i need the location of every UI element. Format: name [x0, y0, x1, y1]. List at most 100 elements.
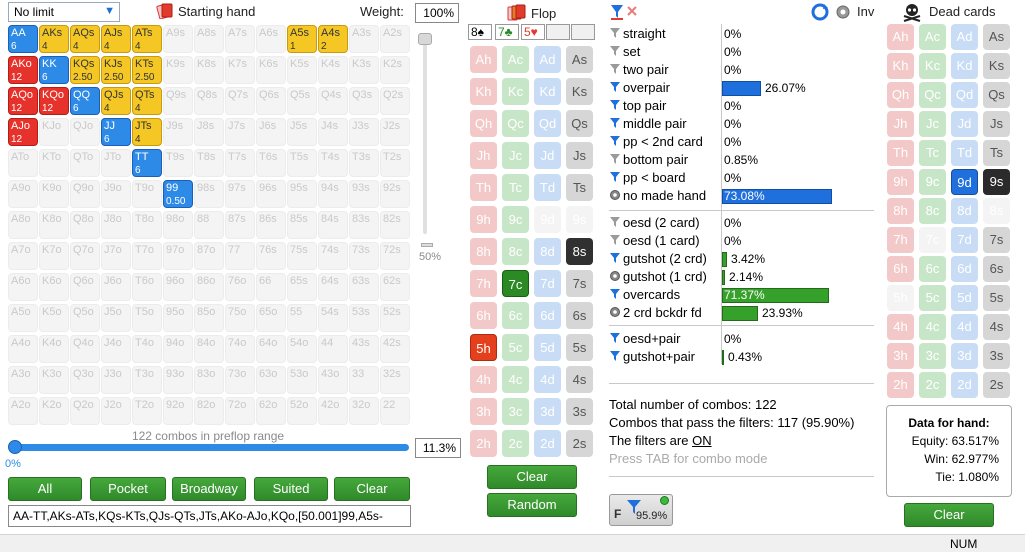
- flop-card-Kh[interactable]: Kh: [470, 78, 497, 105]
- weight-input[interactable]: 100%: [415, 3, 459, 23]
- flop-card-Kc[interactable]: Kc: [502, 78, 529, 105]
- range-text-input[interactable]: AA-TT,AKs-ATs,KQs-KTs,QJs-QTs,JTs,AKo-AJ…: [8, 505, 411, 527]
- filter-row-pp-board[interactable]: pp < board: [609, 170, 686, 188]
- flop-card-9s[interactable]: 9s: [566, 206, 593, 233]
- range-cell-j9s[interactable]: J9s: [163, 118, 193, 146]
- flop-card-6h[interactable]: 6h: [470, 302, 497, 329]
- range-cell-86o[interactable]: 86o: [194, 273, 224, 301]
- dead-card-5h[interactable]: 5h: [887, 285, 914, 311]
- filter-row-oesd-2-card-[interactable]: oesd (2 card): [609, 215, 700, 233]
- clear-range-button[interactable]: Clear: [334, 477, 410, 501]
- dead-card-9c[interactable]: 9c: [919, 169, 946, 195]
- range-cell-k8o[interactable]: K8o: [39, 211, 69, 239]
- filter-icon[interactable]: [609, 252, 621, 264]
- range-cell-aa[interactable]: AA 6: [8, 25, 38, 53]
- range-cell-66[interactable]: 66: [256, 273, 286, 301]
- filter-icon[interactable]: [609, 99, 621, 111]
- range-cell-j6o[interactable]: J6o: [101, 273, 131, 301]
- range-cell-52o[interactable]: 52o: [287, 397, 317, 425]
- range-cell-87s[interactable]: 87s: [225, 211, 255, 239]
- flop-card-Jh[interactable]: Jh: [470, 142, 497, 169]
- range-cell-k3s[interactable]: K3s: [349, 56, 379, 84]
- dead-cards-clear-button[interactable]: Clear: [904, 503, 994, 527]
- range-cell-63o[interactable]: 63o: [256, 366, 286, 394]
- range-cell-j2s[interactable]: J2s: [380, 118, 410, 146]
- range-cell-72s[interactable]: 72s: [380, 242, 410, 270]
- filter-icon[interactable]: [609, 216, 621, 228]
- range-cell-k6s[interactable]: K6s: [256, 56, 286, 84]
- range-cell-t6o[interactable]: T6o: [132, 273, 162, 301]
- flop-card-4d[interactable]: 4d: [534, 366, 561, 393]
- filter-summary-button[interactable]: F 95.9%: [609, 494, 673, 526]
- range-cell-j6s[interactable]: J6s: [256, 118, 286, 146]
- range-cell-65s[interactable]: 65s: [287, 273, 317, 301]
- range-cell-42o[interactable]: 42o: [318, 397, 348, 425]
- filter-icon[interactable]: [609, 171, 621, 183]
- filter-icon[interactable]: [610, 4, 624, 20]
- range-cell-64s[interactable]: 64s: [318, 273, 348, 301]
- range-cell-ats[interactable]: ATs 4: [132, 25, 162, 53]
- range-cell-a4s[interactable]: A4s 2: [318, 25, 348, 53]
- flop-card-Ac[interactable]: Ac: [502, 46, 529, 73]
- dead-card-5c[interactable]: 5c: [919, 285, 946, 311]
- dead-card-2h[interactable]: 2h: [887, 372, 914, 398]
- flop-card-Ad[interactable]: Ad: [534, 46, 561, 73]
- turn-card-slot[interactable]: [546, 24, 570, 40]
- range-cell-jto[interactable]: JTo: [101, 149, 131, 177]
- range-cell-82o[interactable]: 82o: [194, 397, 224, 425]
- filter-row-gutshot-pair[interactable]: gutshot+pair: [609, 349, 695, 367]
- range-cell-t4s[interactable]: T4s: [318, 149, 348, 177]
- range-cell-82s[interactable]: 82s: [380, 211, 410, 239]
- range-cell-a5o[interactable]: A5o: [8, 304, 38, 332]
- range-cell-qq[interactable]: QQ 6: [70, 87, 100, 115]
- range-cell-t8o[interactable]: T8o: [132, 211, 162, 239]
- filters-state-toggle[interactable]: ON: [692, 433, 712, 448]
- flop-card-Th[interactable]: Th: [470, 174, 497, 201]
- dead-card-As[interactable]: As: [983, 24, 1010, 50]
- dead-card-Ts[interactable]: Ts: [983, 140, 1010, 166]
- dead-card-Ac[interactable]: Ac: [919, 24, 946, 50]
- range-slider-handle[interactable]: [8, 440, 22, 454]
- flop-card-Qc[interactable]: Qc: [502, 110, 529, 137]
- flop-card-Jd[interactable]: Jd: [534, 142, 561, 169]
- range-cell-52s[interactable]: 52s: [380, 304, 410, 332]
- flop-card-7s[interactable]: 7s: [566, 270, 593, 297]
- dead-card-9h[interactable]: 9h: [887, 169, 914, 195]
- range-cell-q6o[interactable]: Q6o: [70, 273, 100, 301]
- range-cell-q8s[interactable]: Q8s: [194, 87, 224, 115]
- range-cell-33[interactable]: 33: [349, 366, 379, 394]
- range-cell-ako[interactable]: AKo 12: [8, 56, 38, 84]
- dead-card-2c[interactable]: 2c: [919, 372, 946, 398]
- range-cell-a6s[interactable]: A6s: [256, 25, 286, 53]
- dead-card-3s[interactable]: 3s: [983, 343, 1010, 369]
- flop-card-4h[interactable]: 4h: [470, 366, 497, 393]
- range-cell-q5s[interactable]: Q5s: [287, 87, 317, 115]
- dead-card-9s[interactable]: 9s: [983, 169, 1010, 195]
- range-cell-92s[interactable]: 92s: [380, 180, 410, 208]
- dead-card-Td[interactable]: Td: [951, 140, 978, 166]
- flop-card-4s[interactable]: 4s: [566, 366, 593, 393]
- range-cell-97s[interactable]: 97s: [225, 180, 255, 208]
- weight-slider-handle[interactable]: [418, 33, 432, 45]
- range-slider-track[interactable]: [13, 444, 409, 451]
- suited-button[interactable]: Suited: [254, 477, 328, 501]
- flop-card-5d[interactable]: 5d: [534, 334, 561, 361]
- dead-card-7h[interactable]: 7h: [887, 227, 914, 253]
- range-cell-t9s[interactable]: T9s: [163, 149, 193, 177]
- range-cell-q7o[interactable]: Q7o: [70, 242, 100, 270]
- range-cell-kjo[interactable]: KJo: [39, 118, 69, 146]
- range-cell-kk[interactable]: KK 6: [39, 56, 69, 84]
- range-cell-63s[interactable]: 63s: [349, 273, 379, 301]
- range-cell-j3s[interactable]: J3s: [349, 118, 379, 146]
- range-cell-j5o[interactable]: J5o: [101, 304, 131, 332]
- filter-row-set[interactable]: set: [609, 44, 640, 62]
- range-cell-95o[interactable]: 95o: [163, 304, 193, 332]
- range-cell-q9s[interactable]: Q9s: [163, 87, 193, 115]
- range-cell-t2s[interactable]: T2s: [380, 149, 410, 177]
- dead-card-Qc[interactable]: Qc: [919, 82, 946, 108]
- range-cell-54o[interactable]: 54o: [287, 335, 317, 363]
- range-cell-74o[interactable]: 74o: [225, 335, 255, 363]
- gear-icon[interactable]: [609, 189, 621, 201]
- range-cell-j5s[interactable]: J5s: [287, 118, 317, 146]
- flop-card-2d[interactable]: 2d: [534, 430, 561, 457]
